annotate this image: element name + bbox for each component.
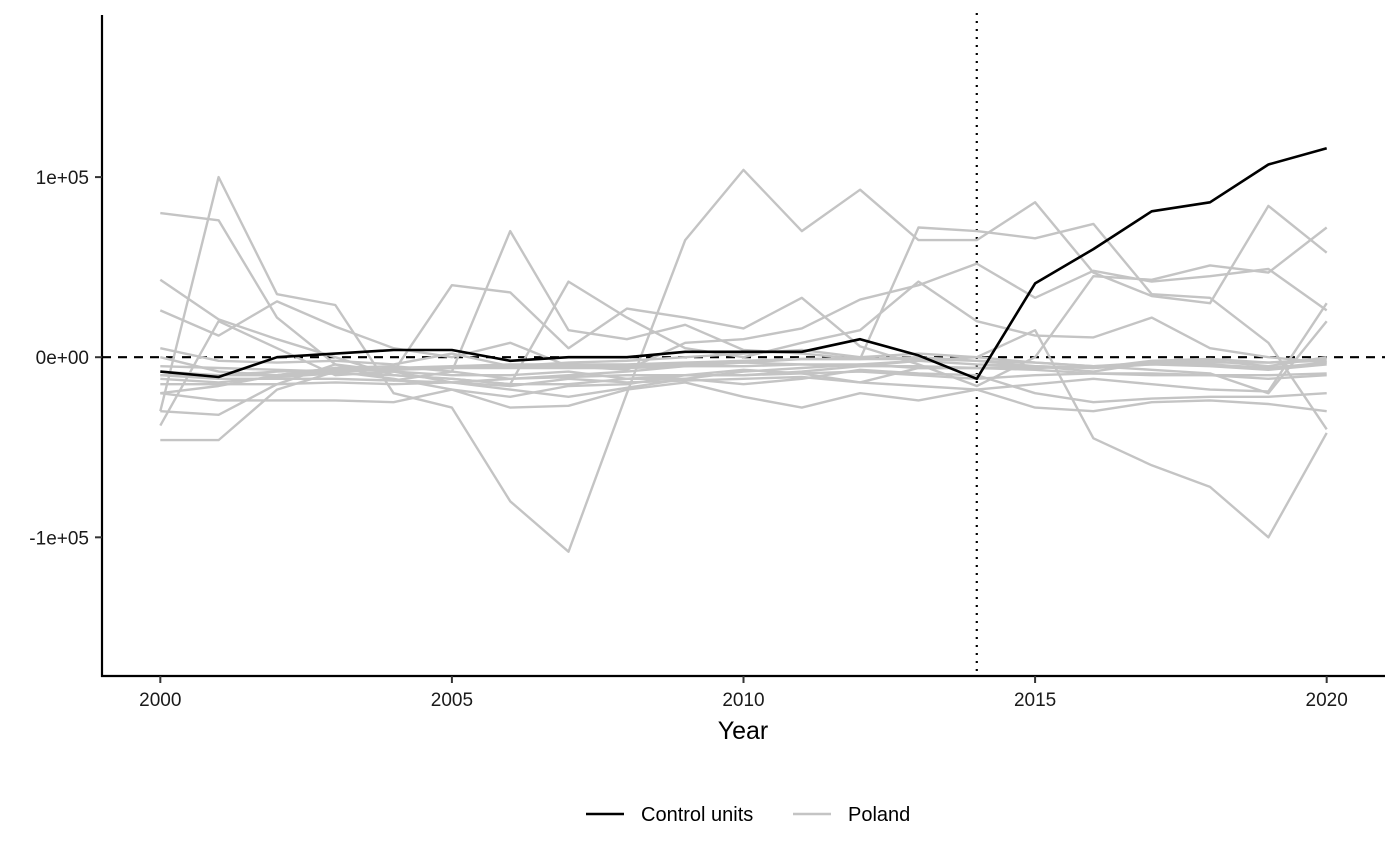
poland-series-line-13	[160, 302, 1328, 393]
axes-layer: 2000 2005 2010 2015 2020 -1e+05 0e+00 1e+05	[29, 15, 1385, 711]
poland-series-line-10	[160, 363, 1327, 416]
poland-series-line-11	[160, 370, 1327, 442]
x-tick-label: 2020	[1306, 690, 1348, 711]
x-tick-label: 2010	[722, 690, 764, 711]
legend-label-poland: Poland	[848, 804, 910, 826]
control-units-series-line	[160, 147, 1328, 381]
series-layer	[159, 147, 1328, 553]
y-tick-label: 1e+05	[36, 168, 89, 189]
x-axis-title: Year	[718, 717, 769, 745]
legend: Control units Poland	[586, 804, 910, 826]
poland-series-line-9	[160, 357, 1327, 404]
poland-series-line-5	[159, 262, 1328, 371]
poland-series-line-17	[160, 359, 1327, 373]
x-tick-label: 2005	[431, 690, 473, 711]
y-tick-label: -1e+05	[29, 528, 89, 549]
legend-label-control-units: Control units	[641, 804, 753, 826]
x-tick-label: 2015	[1014, 690, 1056, 711]
x-tick-label: 2000	[139, 690, 181, 711]
y-tick-label: 0e+00	[36, 348, 89, 369]
